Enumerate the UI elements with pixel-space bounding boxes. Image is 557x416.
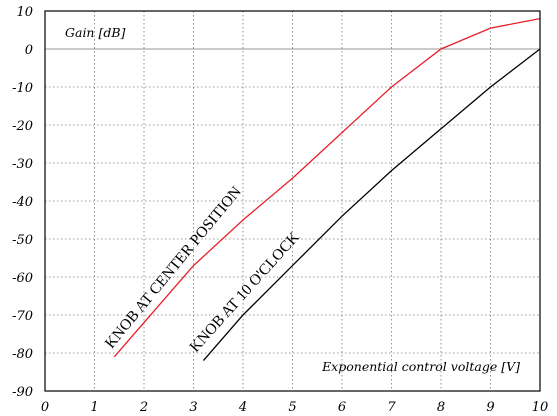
series-lines <box>113 17 541 362</box>
x-tick-label: 2 <box>139 400 148 415</box>
x-tick-label: 5 <box>288 400 296 415</box>
plot-frame <box>44 10 541 392</box>
y-tick-label: -50 <box>12 233 33 248</box>
y-tick-label: -20 <box>12 119 33 134</box>
x-tick-label: 8 <box>437 400 445 415</box>
y-tick-label: 10 <box>16 5 33 20</box>
y-tick-label: 0 <box>25 43 33 58</box>
y-axis-label: Gain [dB] <box>65 25 126 40</box>
x-tick-label: 9 <box>486 400 494 415</box>
y-tick-label: -40 <box>12 195 33 210</box>
x-axis-label: Exponential control voltage [V] <box>321 359 520 374</box>
series-line <box>113 17 541 358</box>
y-tick-label: -10 <box>12 81 33 96</box>
y-tick-label: -70 <box>12 309 33 324</box>
x-tick-labels: 0 1 2 3 4 5 6 7 8 9 10 <box>41 400 548 415</box>
x-tick-label: 1 <box>90 400 98 415</box>
x-tick-label: 3 <box>189 400 197 415</box>
y-tick-label: -60 <box>12 271 33 286</box>
series-annotation: KNOB AT 10 O'CLOCK <box>186 228 303 355</box>
y-tick-label: -80 <box>12 347 33 362</box>
y-tick-labels: 10 0 -10 -20 -30 -40 -50 -60 -70 -80 -90 <box>12 5 33 400</box>
y-tick-label: -30 <box>12 157 33 172</box>
x-tick-label: 0 <box>41 400 49 415</box>
y-tick-label: -90 <box>12 385 33 400</box>
x-tick-label: 6 <box>338 400 346 415</box>
x-tick-label: 4 <box>238 400 247 415</box>
x-tick-label: 7 <box>387 400 396 415</box>
x-tick-label: 10 <box>532 400 549 415</box>
series-line <box>202 48 541 362</box>
